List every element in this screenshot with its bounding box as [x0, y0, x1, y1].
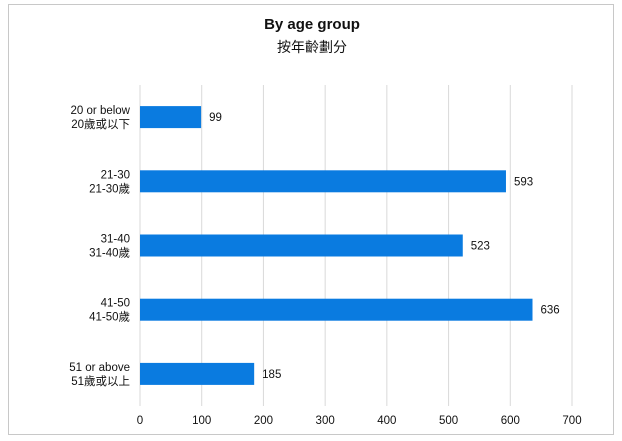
x-tick-label: 300	[316, 415, 335, 427]
data-label: 523	[471, 241, 490, 253]
chart-frame: By age group 按年齡劃分 20 or below 20歲或以下 21-3…	[8, 4, 614, 435]
data-label: 99	[209, 112, 222, 124]
x-tick-label: 200	[254, 415, 273, 427]
x-tick-label: 400	[377, 415, 396, 427]
chart-title: By age group	[264, 16, 360, 33]
chart-subtitle: 按年齡劃分	[277, 39, 347, 55]
bar	[140, 106, 202, 129]
bar	[140, 170, 506, 193]
bars	[140, 106, 533, 385]
category-label: 31-40	[101, 234, 130, 246]
category-label: 51歲或以上	[71, 374, 130, 388]
data-label: 593	[514, 176, 533, 188]
x-tick-label: 0	[137, 415, 143, 427]
category-label: 41-50歲	[89, 310, 130, 324]
value-labels: 99 593 523 636 185	[209, 112, 560, 381]
x-tick-label: 500	[439, 415, 458, 427]
x-tick-label: 700	[562, 415, 581, 427]
x-axis-ticks: 0 100 200 300 400 500 600 700	[137, 415, 582, 427]
data-label: 185	[262, 369, 281, 381]
category-label: 41-50	[101, 298, 130, 310]
category-label: 51 or above	[69, 362, 130, 374]
bar	[140, 234, 463, 257]
bar	[140, 362, 255, 385]
bar	[140, 298, 533, 321]
category-label: 20 or below	[71, 105, 131, 117]
category-label: 21-30	[101, 169, 130, 181]
data-label: 636	[541, 305, 560, 317]
x-tick-label: 600	[501, 415, 520, 427]
x-tick-label: 100	[192, 415, 211, 427]
category-label: 31-40歲	[89, 246, 130, 260]
category-label: 21-30歲	[89, 181, 130, 195]
category-label: 20歲或以下	[71, 117, 130, 131]
